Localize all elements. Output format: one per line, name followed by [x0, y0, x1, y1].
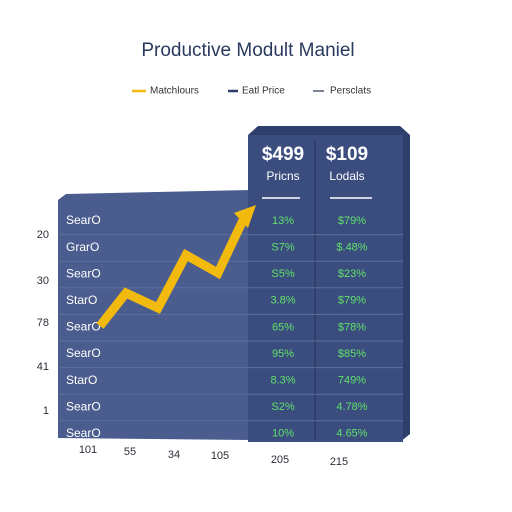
cell: $79% — [338, 295, 366, 307]
y-tick-label: 20 — [37, 229, 49, 241]
cell: S7% — [271, 242, 294, 254]
y-tick-label: 78 — [37, 317, 49, 329]
cell: 3.8% — [270, 295, 295, 307]
x-tick-label: 105 — [211, 450, 229, 462]
header-value: $109 — [326, 144, 368, 165]
y-tick-label: 30 — [37, 275, 49, 287]
row-label: SearO — [66, 399, 101, 413]
cell: 95% — [272, 348, 294, 360]
legend-label: Persclats — [330, 86, 371, 97]
cell: 10% — [272, 428, 294, 440]
x-tick-label: 215 — [330, 456, 348, 468]
legend-label: Eatl Price — [242, 86, 285, 97]
panel-left — [58, 190, 250, 440]
cell: $79% — [338, 215, 366, 227]
row-label: SearO — [66, 346, 101, 360]
cell: $23% — [338, 268, 366, 280]
title: Productive Modult Maniel — [141, 40, 354, 61]
cell: 13% — [272, 215, 294, 227]
cell: 4.65% — [336, 428, 367, 440]
y-tick-label: 41 — [37, 361, 49, 373]
cell: 8.3% — [270, 375, 295, 387]
cell: S2% — [271, 401, 294, 413]
x-tick-label: 101 — [79, 444, 97, 456]
y-tick-label: 1 — [43, 405, 49, 417]
row-label: StarO — [66, 373, 97, 387]
header-label: Pricns — [266, 169, 299, 183]
cell: $85% — [338, 348, 366, 360]
row-label: SearO — [66, 426, 101, 440]
x-tick-label: 34 — [168, 449, 180, 461]
arrow-head — [234, 205, 256, 228]
cell: 749% — [338, 375, 366, 387]
cell: 4.78% — [336, 401, 367, 413]
trend-arrow — [96, 216, 249, 329]
cell: 65% — [272, 321, 294, 333]
panel-right — [248, 135, 403, 442]
cell: $.48% — [336, 242, 367, 254]
header-value: $499 — [262, 144, 304, 165]
row-label: SearO — [66, 213, 101, 227]
row-label: SearO — [66, 320, 101, 334]
header-label: Lodals — [329, 169, 364, 183]
row-label: GrarO — [66, 240, 99, 254]
row-label: StarO — [66, 293, 97, 307]
cell: $78% — [338, 321, 366, 333]
row-label: SearO — [66, 266, 101, 280]
x-tick-label: 55 — [124, 446, 136, 458]
legend-label: Matchlours — [150, 86, 199, 97]
cell: S5% — [271, 268, 294, 280]
x-tick-label: 205 — [271, 454, 289, 466]
